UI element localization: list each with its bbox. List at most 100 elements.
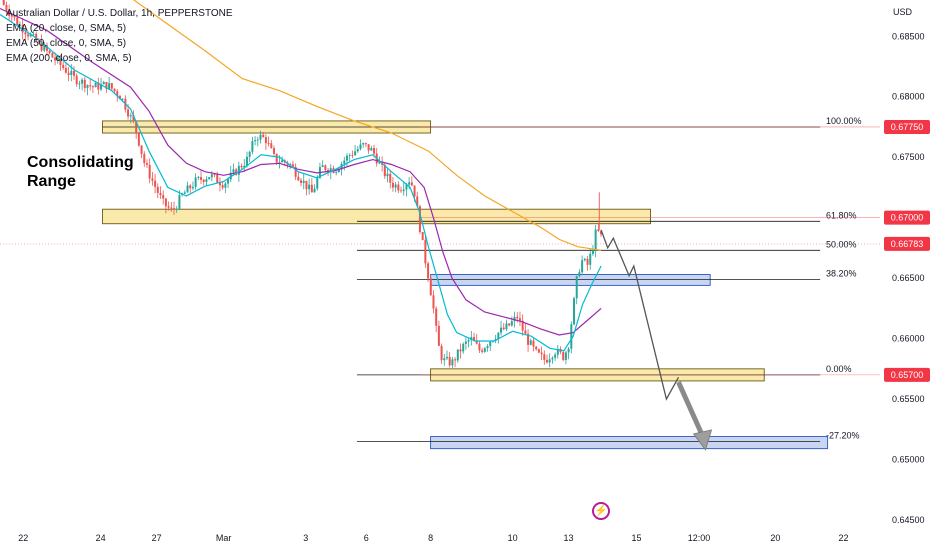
legend-ema-200[interactable]: EMA (200, close, 0, SMA, 5): [6, 53, 132, 64]
candle-body: [521, 320, 524, 331]
candle-body: [578, 272, 581, 277]
y-tick-label-2: 0.67500: [892, 152, 925, 162]
candle-body: [591, 250, 594, 254]
candle-body: [513, 316, 516, 322]
candle-body: [356, 149, 359, 152]
candle-body: [10, 15, 13, 17]
zone-support-2: [430, 274, 711, 286]
ema-200-line: [132, 0, 602, 251]
candle-body: [162, 194, 165, 199]
price-badge-label-3: 0.65700: [891, 370, 924, 380]
candle-body: [173, 208, 176, 210]
candle-body: [116, 91, 119, 96]
candle-body: [432, 295, 435, 309]
candle-body: [243, 165, 246, 168]
candle-body: [586, 258, 589, 265]
candle-body: [313, 188, 316, 193]
candle-body: [75, 75, 78, 85]
candle-body: [194, 177, 197, 187]
zone-resistance-1: [102, 208, 651, 225]
y-axis: 0.68500 0.68000 0.67500 0.67000 0.66500 0.660…: [892, 31, 925, 525]
candle-body: [229, 172, 232, 180]
candle-body: [200, 177, 203, 180]
candle-body: [118, 95, 121, 100]
candle-body: [527, 333, 530, 345]
zone-target-4: [430, 436, 829, 450]
annotation-line-1: Consolidating: [27, 154, 134, 171]
candle-body: [45, 45, 48, 51]
candle-body: [583, 258, 586, 261]
zones-layer: [102, 120, 829, 450]
candle-body: [143, 153, 146, 164]
candle-body: [16, 17, 19, 25]
x-tick-label-7: 10: [508, 533, 518, 543]
candle-body: [440, 345, 443, 361]
candle-body: [540, 352, 543, 355]
candle-body: [451, 359, 454, 366]
candle-body: [427, 263, 430, 279]
candle-body: [108, 83, 111, 89]
candle-body: [562, 352, 565, 360]
candle-body: [581, 260, 584, 273]
candle-body: [24, 32, 27, 35]
candle-body: [156, 186, 159, 193]
candle-body: [48, 50, 51, 53]
candle-body: [337, 169, 340, 173]
candle-body: [416, 196, 419, 207]
x-tick-label-0: 22: [18, 533, 28, 543]
candle-body: [408, 182, 411, 185]
candle-body: [94, 82, 97, 88]
candle-body: [437, 325, 440, 346]
candle-body: [354, 151, 357, 156]
x-axis: 22 24 27 Mar 3 6 8 10 13 15 12:00 20 22: [18, 533, 848, 543]
candle-body: [248, 151, 251, 157]
candle-body: [175, 208, 178, 210]
candle-body: [273, 148, 276, 154]
projection-layer: [600, 229, 713, 451]
candle-body: [302, 180, 305, 183]
candle-body: [402, 189, 405, 192]
candle-body: [483, 348, 486, 352]
candle-body: [394, 184, 397, 188]
candle-body: [594, 229, 597, 251]
candle-body: [235, 169, 238, 175]
candle-body: [554, 354, 557, 358]
y-tick-label-6: 0.65500: [892, 394, 925, 404]
legend-ema-50[interactable]: EMA (50, close, 0, SMA, 5): [6, 38, 127, 49]
price-badges: 0.67750 0.67000 0.66783 0.65700: [884, 119, 930, 382]
candle-body: [262, 134, 265, 138]
candle-body: [264, 137, 267, 144]
candle-body: [529, 340, 532, 345]
candle-body: [232, 169, 235, 173]
candle-body: [121, 98, 124, 100]
candle-body: [205, 179, 208, 182]
candle-body: [445, 356, 448, 359]
candle-body: [516, 316, 519, 319]
candle-body: [400, 190, 403, 192]
price-badge-label-0: 0.67750: [891, 122, 924, 132]
legend-title: Australian Dollar / U.S. Dollar, 1h, PEP…: [6, 8, 233, 19]
candle-body: [29, 34, 32, 37]
candle-body: [475, 341, 478, 344]
candle-body: [91, 86, 94, 88]
candle-body: [294, 166, 297, 177]
fib-label-1: 61.80%: [826, 210, 857, 220]
candle-body: [324, 165, 327, 171]
candle-body: [224, 183, 227, 188]
candle-body: [532, 340, 535, 347]
candle-body: [145, 163, 148, 165]
price-badge-3: [884, 367, 930, 382]
x-tick-label-4: 3: [303, 533, 308, 543]
candle-body: [570, 324, 573, 349]
candle-body: [459, 349, 462, 352]
candle-body: [291, 164, 294, 167]
candle-body: [159, 192, 162, 195]
fib-label-3: 38.20%: [826, 268, 857, 278]
candle-body: [151, 178, 154, 181]
tradingview-logo-icon[interactable]: ⚡: [592, 502, 610, 520]
price-badge-0: [884, 119, 930, 134]
candle-body: [518, 318, 521, 321]
candle-body: [70, 70, 73, 76]
legend-ema-20[interactable]: EMA (20, close, 0, SMA, 5): [6, 23, 127, 34]
